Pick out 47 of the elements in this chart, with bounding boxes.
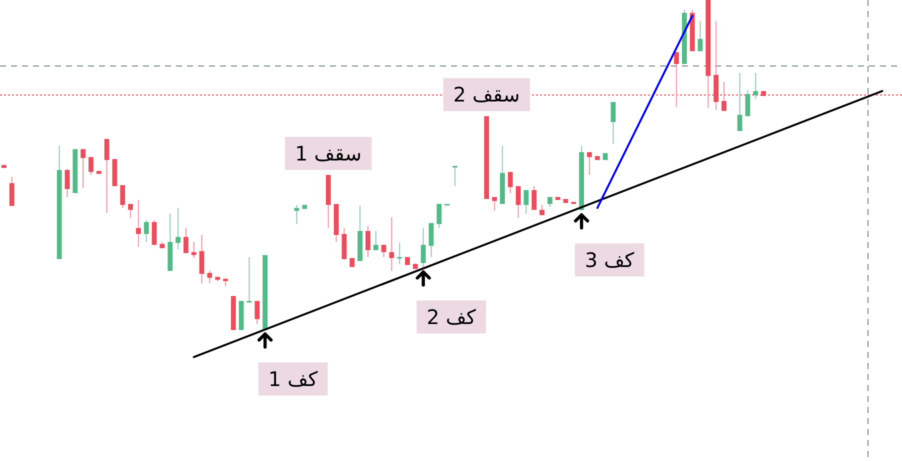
candlestick [524,189,529,214]
candlestick [436,203,442,229]
candlestick [144,220,149,242]
candlestick [88,156,94,176]
candlestick [199,234,204,284]
candlestick [737,72,742,132]
candlestick [587,152,592,176]
candlestick [64,168,70,198]
candlestick [183,227,188,254]
candlestick [397,242,402,265]
candlestick [610,101,616,144]
candlestick [753,72,758,100]
candlestick [80,148,86,189]
candlestick [745,89,750,117]
candlestick [420,227,426,269]
candlestick [516,186,521,219]
candlestick [136,199,141,248]
candlestick [104,138,110,214]
candlestick [373,230,378,251]
annotation: کف 2 [416,300,486,334]
candlestick [207,270,212,284]
candlestick [128,203,134,219]
candlestick [246,256,252,302]
candlestick [492,196,497,212]
candlestick [698,20,703,52]
candlestick [532,186,537,210]
candlestick [294,204,300,225]
annotation: کف 1 [258,362,328,396]
candlestick [508,171,513,194]
annotation: کف 2 [426,304,476,329]
candlestick [9,176,14,207]
annotation: کف 3 [584,248,635,272]
candlestick [254,300,260,325]
candlestick [428,222,434,258]
candlestick [452,165,458,187]
candlestick [389,216,394,272]
annotation: کف 3 [574,243,644,276]
candlestick [365,225,370,258]
annotation: سقف 2 [453,82,520,107]
annotation: سقف 1 [285,136,372,170]
candlestick [152,220,157,246]
candlestick [547,196,552,208]
candlestick [176,207,180,250]
candlestick [191,241,196,259]
candlestick [120,184,126,208]
annotation: سقف 2 [443,78,530,112]
annotation: سقف 1 [295,141,362,166]
